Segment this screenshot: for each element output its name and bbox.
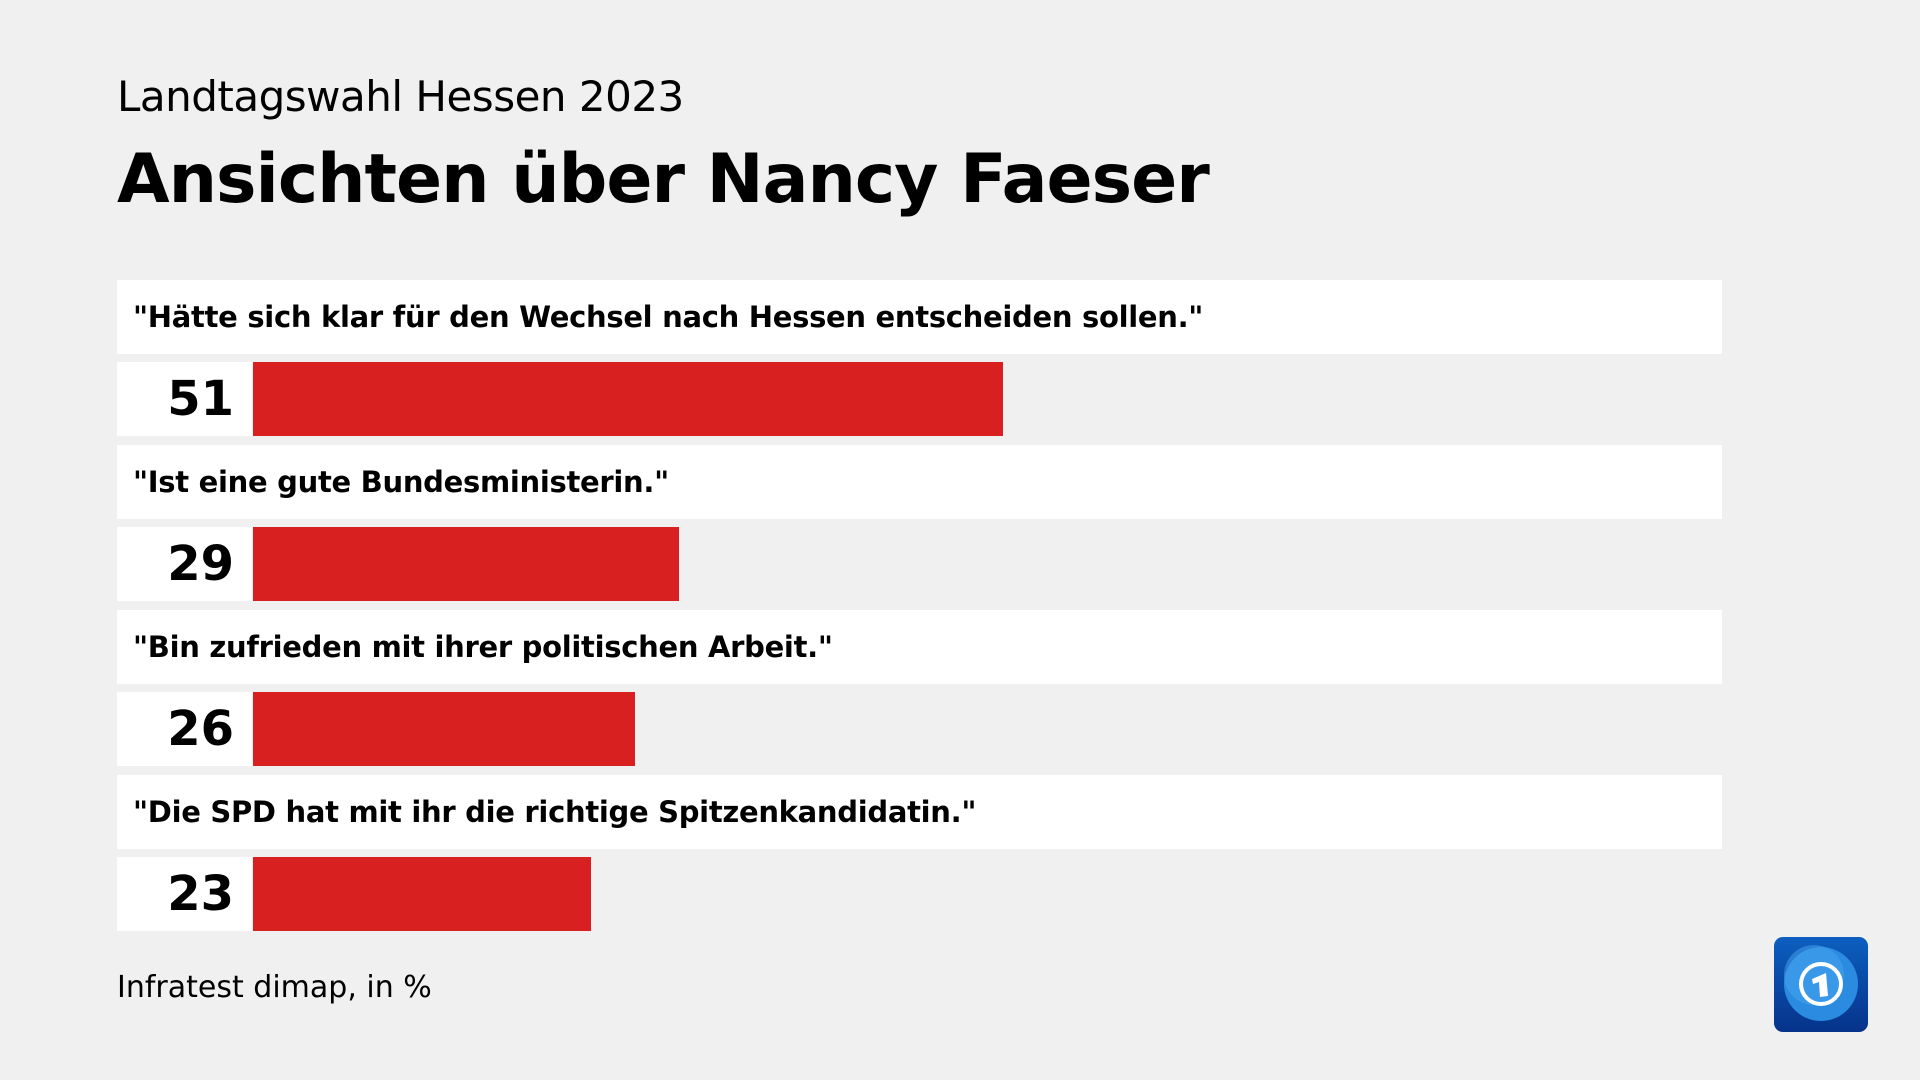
bar bbox=[253, 857, 592, 931]
bar-category-label: "Hätte sich klar für den Wechsel nach He… bbox=[117, 280, 1722, 354]
globe-one-icon bbox=[1784, 945, 1858, 1021]
source-note: Infratest dimap, in % bbox=[117, 970, 432, 1005]
chart-subtitle: Landtagswahl Hessen 2023 bbox=[117, 72, 684, 121]
bar-category-label: "Die SPD hat mit ihr die richtige Spitze… bbox=[117, 775, 1722, 849]
bar bbox=[253, 692, 636, 766]
bar bbox=[253, 527, 680, 601]
bar bbox=[253, 362, 1003, 436]
bar-category-label: "Ist eine gute Bundesministerin." bbox=[117, 445, 1722, 519]
bar-value-label: 51 bbox=[117, 362, 252, 436]
bar-value-label: 23 bbox=[117, 857, 252, 931]
bar-category-label: "Bin zufrieden mit ihrer politischen Arb… bbox=[117, 610, 1722, 684]
chart-title: Ansichten über Nancy Faeser bbox=[117, 140, 1210, 219]
bar-value-label: 26 bbox=[117, 692, 252, 766]
bar-value-label: 29 bbox=[117, 527, 252, 601]
broadcaster-logo bbox=[1774, 937, 1868, 1032]
